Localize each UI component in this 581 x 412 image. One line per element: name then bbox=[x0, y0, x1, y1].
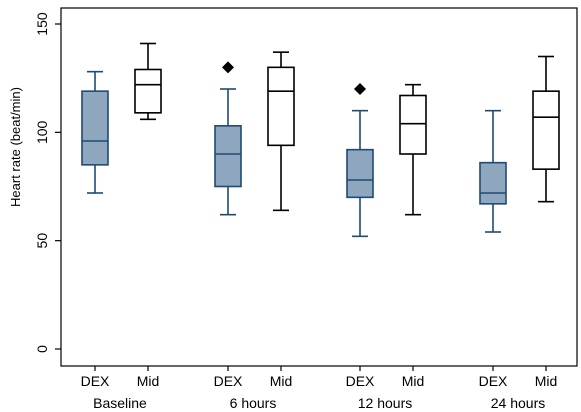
box-mid-12-hours bbox=[399, 83, 427, 216]
iqr-box bbox=[134, 68, 162, 114]
boxes-layer bbox=[81, 42, 560, 238]
iqr-box bbox=[399, 94, 427, 155]
y-tick-label: 0 bbox=[34, 345, 50, 353]
iqr-box bbox=[479, 161, 507, 205]
x-subcategory-label: Mid bbox=[535, 373, 558, 389]
box-dex-24-hours bbox=[479, 109, 507, 233]
x-subcategory-label: DEX bbox=[81, 373, 110, 389]
x-group-label: 6 hours bbox=[230, 395, 277, 411]
x-subcategory-label: DEX bbox=[479, 373, 508, 389]
y-tick-label: 100 bbox=[34, 120, 50, 144]
outlier-marker bbox=[354, 83, 366, 95]
labels-layer: Heart rate (beat/min) DEX Mid Baseline DEX Mi… bbox=[8, 87, 557, 411]
y-tick-label: 150 bbox=[34, 12, 50, 36]
iqr-box bbox=[81, 90, 109, 166]
x-subcategory-label: DEX bbox=[346, 373, 375, 389]
x-group-label: Baseline bbox=[93, 395, 147, 411]
iqr-box bbox=[532, 90, 560, 170]
x-group-label: 12 hours bbox=[358, 395, 412, 411]
plot-frame bbox=[60, 7, 578, 367]
iqr-box bbox=[267, 66, 295, 147]
outlier-marker bbox=[222, 61, 234, 74]
y-tick-label: 50 bbox=[34, 233, 50, 249]
x-group-label: 24 hours bbox=[491, 395, 545, 411]
box-mid-baseline bbox=[134, 42, 162, 121]
axes-layer: 0 50 100 150 bbox=[34, 7, 578, 371]
iqr-box bbox=[214, 125, 242, 188]
box-dex-6-hours bbox=[214, 61, 242, 216]
box-mid-6-hours bbox=[267, 51, 295, 212]
x-subcategory-label: Mid bbox=[137, 373, 160, 389]
box-dex-baseline bbox=[81, 70, 109, 194]
x-subcategory-label: Mid bbox=[402, 373, 425, 389]
x-subcategory-label: DEX bbox=[214, 373, 243, 389]
x-subcategory-label: Mid bbox=[270, 373, 293, 389]
y-axis-label: Heart rate (beat/min) bbox=[8, 87, 23, 207]
box-mid-24-hours bbox=[532, 55, 560, 203]
iqr-box bbox=[346, 148, 374, 199]
box-dex-12-hours bbox=[346, 83, 374, 238]
